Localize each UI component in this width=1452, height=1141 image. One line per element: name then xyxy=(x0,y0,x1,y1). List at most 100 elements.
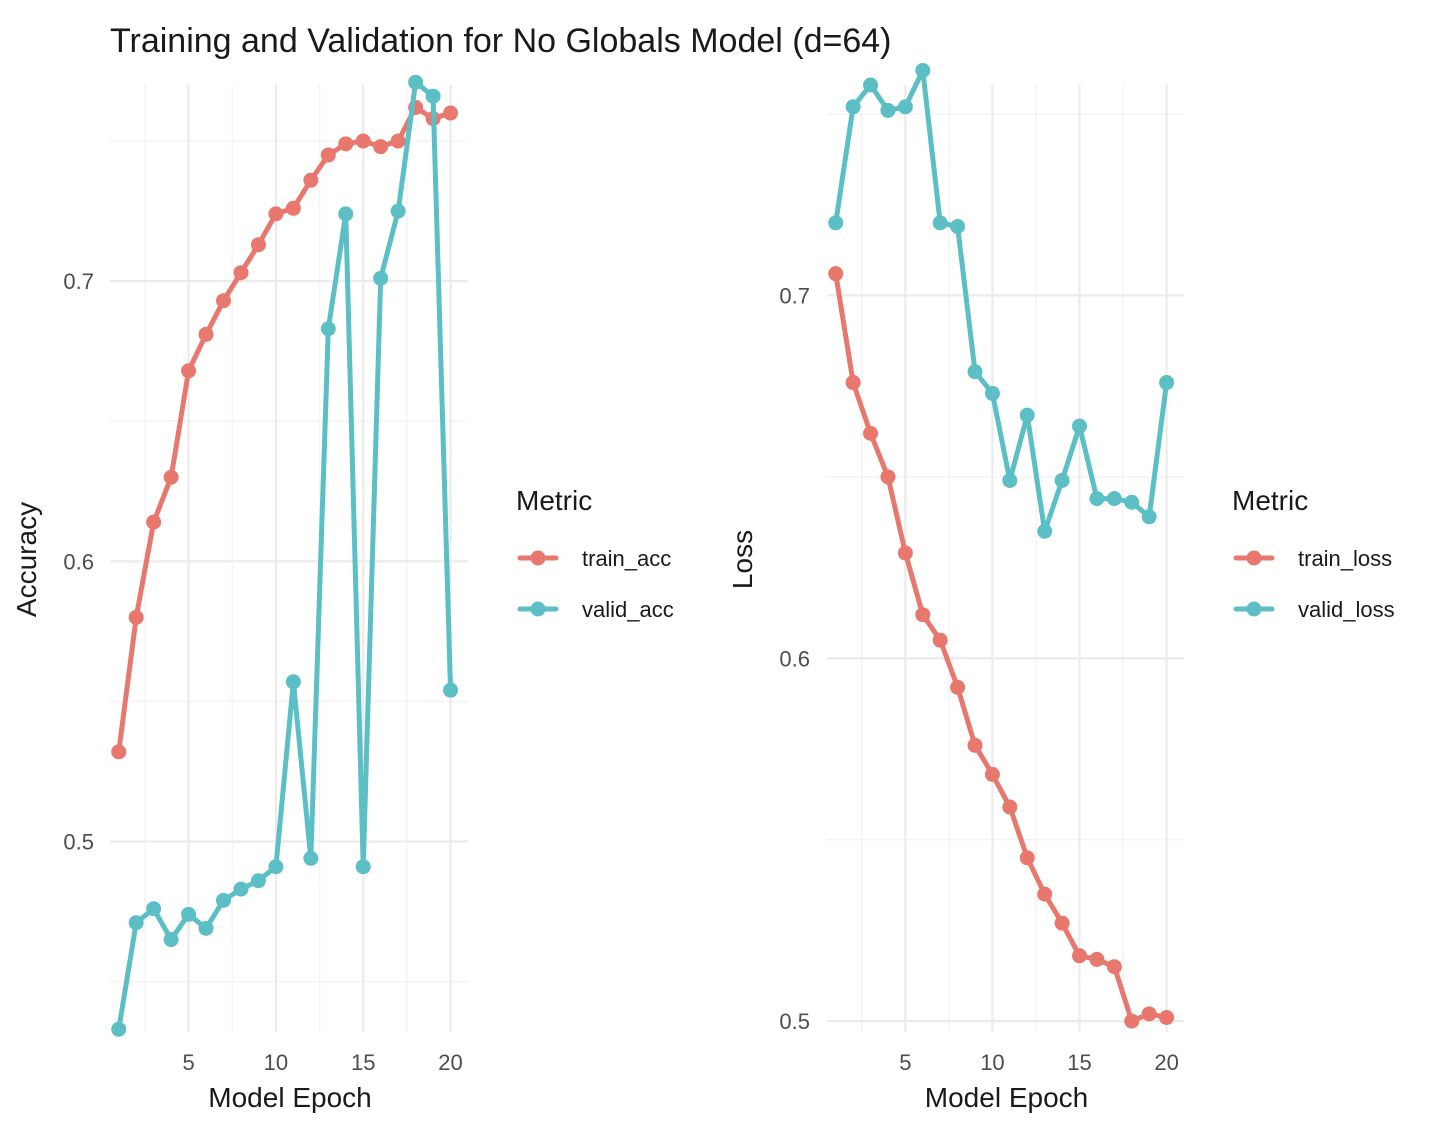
data-point-valid_acc xyxy=(128,915,144,931)
data-point-valid_acc xyxy=(250,873,266,889)
legend-title: Metric xyxy=(1232,485,1308,516)
series-line-valid_loss xyxy=(833,67,1170,534)
x-tick-label: 10 xyxy=(980,1050,1004,1075)
data-point-valid_acc xyxy=(320,321,336,337)
chart-panel-1: 5 10 15 20 0.5 0.6 0.7 Model Epoch Accuracy Metri… xyxy=(11,74,674,1113)
data-point-train_loss xyxy=(845,375,861,391)
x-tick-label: 10 xyxy=(264,1050,288,1075)
x-tick-label: 20 xyxy=(438,1050,462,1075)
data-point-valid_loss xyxy=(1037,523,1053,539)
data-point-valid_loss xyxy=(984,385,1000,401)
y-axis-title: Accuracy xyxy=(11,502,42,617)
y-tick-label: 0.6 xyxy=(63,549,94,574)
chart-title: Training and Validation for No Globals M… xyxy=(110,22,892,60)
data-point-train_loss xyxy=(1106,959,1122,975)
data-point-train_acc xyxy=(216,293,232,309)
data-point-valid_acc xyxy=(390,203,406,219)
legend-key-point xyxy=(1246,601,1262,617)
data-point-train_acc xyxy=(320,147,336,163)
data-point-valid_loss xyxy=(1054,472,1070,488)
data-point-train_acc xyxy=(390,133,406,149)
data-point-train_acc xyxy=(163,469,179,485)
y-tick-label: 0.5 xyxy=(63,829,94,854)
legend-key-point xyxy=(530,601,546,617)
data-point-valid_loss xyxy=(897,99,913,115)
data-point-train_loss xyxy=(932,632,948,648)
x-tick-label: 15 xyxy=(1067,1050,1091,1075)
data-point-train_acc xyxy=(303,172,319,188)
data-point-train_acc xyxy=(111,744,127,760)
data-point-valid_loss xyxy=(1089,491,1105,507)
legend-key-point xyxy=(530,550,546,566)
data-point-train_acc xyxy=(146,514,162,530)
data-point-train_loss xyxy=(1019,850,1035,866)
y-tick-label: 0.5 xyxy=(779,1009,810,1034)
data-point-train_loss xyxy=(1037,886,1053,902)
data-point-train_loss xyxy=(828,266,844,282)
data-point-valid_loss xyxy=(1002,472,1018,488)
x-tick-label: 5 xyxy=(182,1050,194,1075)
data-point-valid_loss xyxy=(1019,407,1035,423)
data-point-valid_acc xyxy=(181,906,197,922)
data-point-train_loss xyxy=(1089,951,1105,967)
data-point-train_loss xyxy=(897,545,913,561)
data-point-valid_loss xyxy=(1124,494,1140,510)
legend-label-train_acc: train_acc xyxy=(582,546,671,571)
data-point-valid_acc xyxy=(303,850,319,866)
data-point-valid_acc xyxy=(425,88,441,104)
legend-label-train_loss: train_loss xyxy=(1298,546,1392,571)
data-point-valid_acc xyxy=(233,881,249,897)
data-point-valid_acc xyxy=(285,674,301,690)
data-point-valid_loss xyxy=(967,364,983,380)
data-point-train_loss xyxy=(915,607,931,623)
data-point-valid_loss xyxy=(950,219,966,235)
legend-label-valid_loss: valid_loss xyxy=(1298,597,1395,622)
data-point-train_loss xyxy=(1124,1013,1140,1029)
x-tick-label: 20 xyxy=(1154,1050,1178,1075)
data-point-train_loss xyxy=(950,679,966,695)
data-point-valid_loss xyxy=(1159,375,1175,391)
y-tick-label: 0.7 xyxy=(779,283,810,308)
data-point-train_acc xyxy=(373,139,389,155)
data-point-train_acc xyxy=(250,237,266,253)
data-point-train_acc xyxy=(268,206,284,222)
data-point-valid_acc xyxy=(373,270,389,286)
data-point-train_acc xyxy=(285,200,301,216)
data-point-valid_loss xyxy=(828,215,844,231)
legend-key-point xyxy=(1246,550,1262,566)
y-axis-title: Loss xyxy=(727,530,758,589)
data-point-valid_acc xyxy=(216,892,232,908)
y-tick-label: 0.7 xyxy=(63,269,94,294)
data-point-train_acc xyxy=(338,136,354,152)
data-point-valid_acc xyxy=(268,859,284,875)
chart-panel-2: 5 10 15 20 0.5 0.6 0.7 Model Epoch Loss Metric tra… xyxy=(727,62,1395,1113)
data-point-train_loss xyxy=(880,469,896,485)
data-point-valid_acc xyxy=(198,920,214,936)
series-line-valid_acc xyxy=(116,79,454,1032)
data-point-valid_loss xyxy=(863,77,879,93)
data-point-valid_loss xyxy=(1106,491,1122,507)
data-point-train_acc xyxy=(181,363,197,379)
data-point-train_loss xyxy=(1002,799,1018,815)
data-point-valid_loss xyxy=(845,99,861,115)
data-point-valid_acc xyxy=(443,682,459,698)
data-point-valid_acc xyxy=(355,859,371,875)
data-point-train_acc xyxy=(198,326,214,342)
data-point-valid_loss xyxy=(915,62,931,78)
legend-title: Metric xyxy=(516,485,592,516)
data-point-train_acc xyxy=(355,133,371,149)
data-point-train_loss xyxy=(984,766,1000,782)
data-point-train_acc xyxy=(233,265,249,281)
data-point-train_loss xyxy=(1141,1006,1157,1022)
data-point-valid_acc xyxy=(163,932,179,948)
data-point-valid_acc xyxy=(408,74,424,90)
data-point-train_acc xyxy=(443,105,459,121)
data-point-train_acc xyxy=(128,609,144,625)
data-point-valid_loss xyxy=(1072,418,1088,434)
x-axis-title: Model Epoch xyxy=(208,1082,371,1113)
data-point-train_loss xyxy=(863,425,879,441)
x-tick-label: 5 xyxy=(899,1050,911,1075)
data-point-train_loss xyxy=(1159,1009,1175,1025)
data-point-valid_loss xyxy=(1141,509,1157,525)
